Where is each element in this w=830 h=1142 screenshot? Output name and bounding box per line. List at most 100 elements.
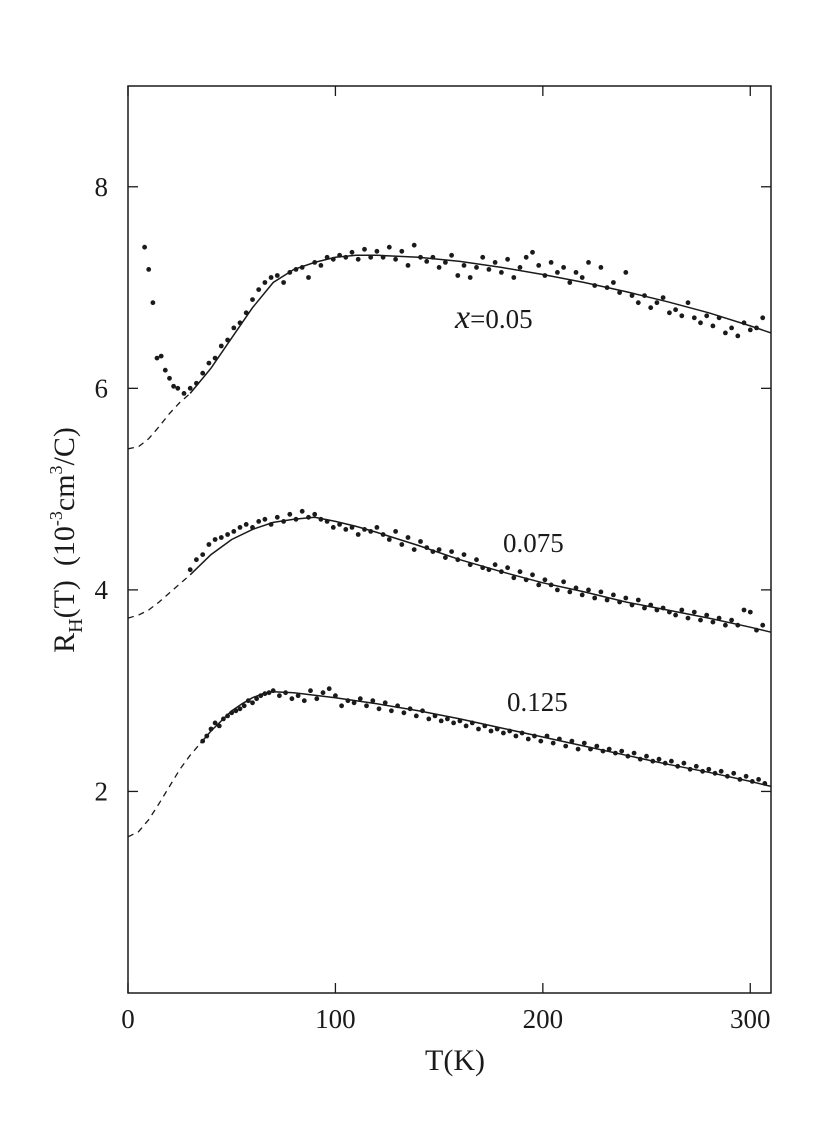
- fit-curve: [189, 254, 772, 394]
- data-point: [283, 690, 288, 696]
- data-point: [326, 686, 332, 692]
- data-point: [654, 300, 660, 306]
- data-point: [673, 612, 678, 618]
- y-tick-label: 4: [95, 575, 109, 605]
- data-point: [287, 511, 293, 517]
- data-point: [413, 713, 419, 719]
- data-point: [675, 763, 681, 769]
- series-layer: [127, 242, 772, 838]
- data-point: [693, 763, 699, 769]
- data-point: [513, 733, 519, 739]
- data-point: [237, 320, 243, 326]
- data-point: [443, 260, 448, 265]
- data-point: [250, 297, 255, 302]
- data-point: [436, 547, 442, 552]
- data-point: [343, 254, 349, 260]
- data-point: [735, 622, 741, 628]
- data-point: [146, 267, 152, 272]
- data-point: [293, 516, 299, 522]
- data-point: [525, 736, 531, 742]
- data-point: [233, 708, 239, 714]
- data-point: [523, 577, 529, 583]
- data-point: [411, 242, 417, 248]
- data-point: [212, 537, 218, 542]
- data-point: [449, 549, 454, 554]
- data-point: [393, 529, 398, 534]
- data-point: [548, 582, 554, 588]
- data-point: [592, 283, 598, 288]
- data-point: [712, 770, 718, 776]
- data-point: [480, 565, 486, 571]
- data-point: [629, 602, 635, 608]
- data-point: [735, 333, 741, 339]
- data-point: [710, 323, 716, 329]
- data-point: [486, 267, 492, 272]
- data-point: [555, 587, 560, 593]
- data-point: [482, 723, 488, 729]
- data-point: [725, 773, 730, 779]
- data-point: [723, 330, 728, 336]
- data-point: [598, 589, 604, 595]
- data-point: [586, 587, 591, 593]
- data-point: [216, 723, 222, 729]
- data-point: [469, 720, 475, 726]
- data-point: [158, 353, 164, 359]
- data-point: [467, 562, 473, 568]
- data-point: [424, 259, 430, 264]
- data-point: [741, 607, 747, 613]
- data-point: [656, 756, 662, 762]
- data-point: [667, 310, 672, 316]
- data-point: [667, 609, 672, 615]
- data-point: [538, 738, 544, 744]
- data-point: [187, 385, 193, 391]
- data-point: [349, 249, 355, 255]
- data-point: [691, 609, 697, 615]
- data-point: [175, 385, 181, 391]
- data-point: [418, 254, 423, 260]
- data-point: [467, 275, 473, 280]
- data-point: [716, 315, 722, 321]
- y-axis-ticks: 2 4 6 8: [95, 172, 771, 806]
- data-point: [225, 532, 231, 537]
- data-point: [594, 743, 600, 749]
- fit-curve: [200, 690, 772, 788]
- data-point: [306, 275, 311, 280]
- data-point: [611, 280, 616, 285]
- data-point: [619, 748, 625, 754]
- y-axis-title-main: R: [48, 633, 81, 653]
- data-point: [579, 592, 585, 598]
- data-point: [486, 567, 492, 573]
- data-point: [181, 391, 187, 396]
- series-label-0.05-value: =0.05: [470, 304, 532, 334]
- data-point: [530, 249, 535, 255]
- data-point: [237, 706, 243, 712]
- fit-curve-extrapolated: [127, 742, 202, 838]
- data-point: [200, 738, 206, 744]
- data-point: [754, 325, 759, 331]
- data-point: [623, 270, 629, 275]
- data-point: [729, 617, 734, 623]
- data-point: [374, 525, 380, 530]
- data-point: [339, 703, 344, 709]
- data-point: [669, 758, 674, 764]
- data-point: [476, 726, 481, 732]
- fit-curve: [189, 516, 772, 633]
- data-point: [266, 690, 272, 696]
- data-point: [281, 280, 286, 285]
- data-point: [349, 525, 355, 530]
- data-point: [762, 781, 768, 786]
- data-point: [277, 693, 282, 699]
- data-point: [380, 532, 386, 537]
- data-point: [463, 723, 469, 729]
- data-point: [250, 700, 255, 706]
- data-point: [380, 254, 386, 260]
- series-label-0.05-symbol: x: [454, 299, 470, 336]
- data-point: [268, 522, 274, 527]
- data-point: [308, 688, 313, 694]
- data-point: [687, 766, 693, 772]
- data-point: [698, 617, 703, 623]
- data-point: [451, 720, 456, 726]
- data-point: [262, 691, 268, 697]
- data-point: [480, 254, 486, 260]
- y-axis-title-unit-exp1: -3: [46, 511, 66, 526]
